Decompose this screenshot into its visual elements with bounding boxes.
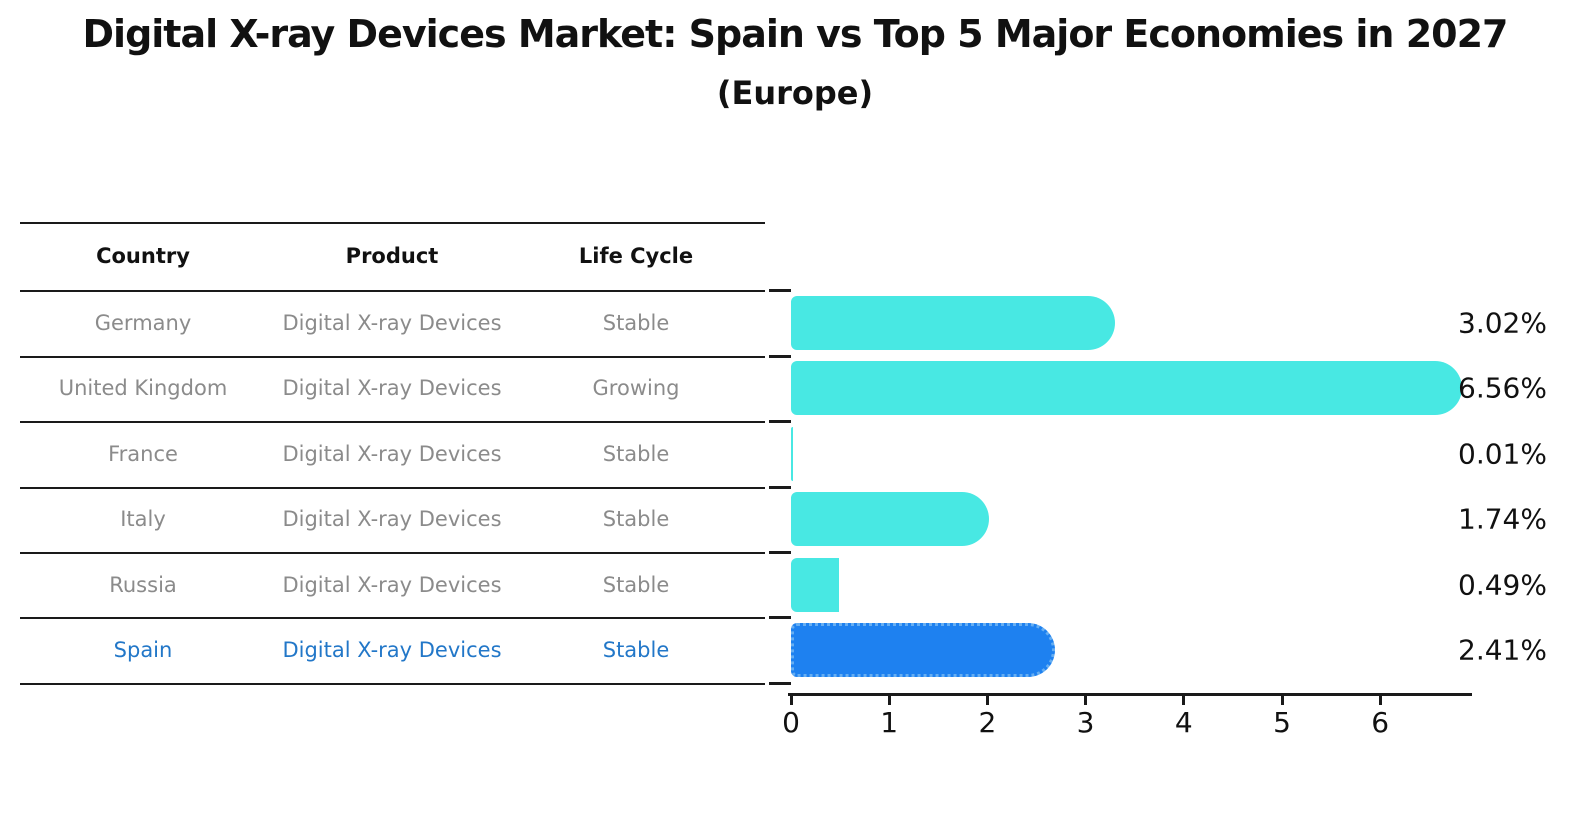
cell-product-united-kingdom: Digital X-ray Devices — [282, 376, 502, 401]
x-tick-mark — [1280, 695, 1284, 705]
bar-russia — [791, 557, 840, 612]
cell-product-russia: Digital X-ray Devices — [282, 572, 502, 597]
cell-product-france: Digital X-ray Devices — [282, 441, 502, 466]
chart-title: Digital X-ray Devices Market: Spain vs T… — [82, 12, 1509, 56]
cell-life-cycle-russia: Stable — [602, 572, 670, 597]
cell-product-spain: Digital X-ray Devices — [282, 638, 502, 662]
table-line — [20, 682, 765, 685]
cell-country-spain: Spain — [113, 638, 173, 662]
x-tick-mark — [887, 695, 891, 705]
x-tick-mark — [789, 695, 793, 705]
column-header-product: Product — [345, 244, 439, 268]
table-line — [20, 290, 765, 293]
cell-life-cycle-spain: Stable — [602, 638, 670, 662]
cell-country-italy: Italy — [120, 507, 166, 532]
y-tick-mark — [769, 550, 791, 554]
cell-country-united-kingdom: United Kingdom — [58, 376, 228, 401]
cell-country-germany: Germany — [94, 311, 192, 335]
bar-value-label-italy: 1.74% — [1458, 502, 1547, 536]
x-tick-label: 1 — [880, 706, 899, 739]
bar-value-label-spain: 2.41% — [1458, 633, 1547, 667]
cell-product-italy: Digital X-ray Devices — [282, 507, 502, 532]
cell-life-cycle-germany: Stable — [602, 311, 670, 335]
x-tick-label: 6 — [1371, 706, 1390, 739]
y-tick-mark — [769, 289, 791, 293]
bar-france — [791, 426, 793, 481]
x-tick-mark — [985, 695, 989, 705]
column-header-country: Country — [96, 244, 190, 268]
x-tick-label: 4 — [1174, 706, 1193, 739]
x-tick-label: 3 — [1076, 706, 1095, 739]
table-line — [20, 222, 765, 224]
x-tick-mark — [1084, 695, 1088, 705]
cell-life-cycle-united-kingdom: Growing — [592, 376, 680, 401]
bar-italy — [791, 492, 989, 547]
bar-value-label-united-kingdom: 6.56% — [1458, 371, 1547, 405]
x-tick-label: 2 — [978, 706, 997, 739]
table-line — [20, 355, 765, 358]
y-tick-mark — [769, 616, 791, 620]
x-axis-line — [788, 693, 1472, 696]
bar-united-kingdom — [791, 361, 1463, 416]
bar-value-label-germany: 3.02% — [1458, 306, 1547, 340]
cell-country-france: France — [108, 441, 178, 466]
table-line — [20, 551, 765, 554]
x-tick-mark — [1378, 695, 1382, 705]
table-line — [20, 617, 765, 620]
cell-country-russia: Russia — [109, 572, 177, 597]
bar-germany — [791, 296, 1115, 350]
bar-value-label-france: 0.01% — [1458, 437, 1547, 471]
cell-life-cycle-italy: Stable — [602, 507, 670, 532]
cell-life-cycle-france: Stable — [602, 441, 670, 466]
table-line — [20, 421, 765, 424]
bar-value-label-russia: 0.49% — [1458, 568, 1547, 602]
bar-spain — [791, 623, 1055, 677]
table-line — [20, 486, 765, 489]
x-tick-mark — [1182, 695, 1186, 705]
y-tick-mark — [769, 485, 791, 489]
chart-subtitle: (Europe) — [716, 74, 874, 112]
x-tick-label: 0 — [782, 706, 800, 739]
y-tick-mark — [769, 681, 791, 685]
y-tick-mark — [769, 420, 791, 424]
x-tick-label: 5 — [1273, 706, 1291, 739]
cell-product-germany: Digital X-ray Devices — [282, 311, 502, 335]
column-header-life-cycle: Life Cycle — [578, 244, 694, 268]
y-tick-mark — [769, 354, 791, 358]
